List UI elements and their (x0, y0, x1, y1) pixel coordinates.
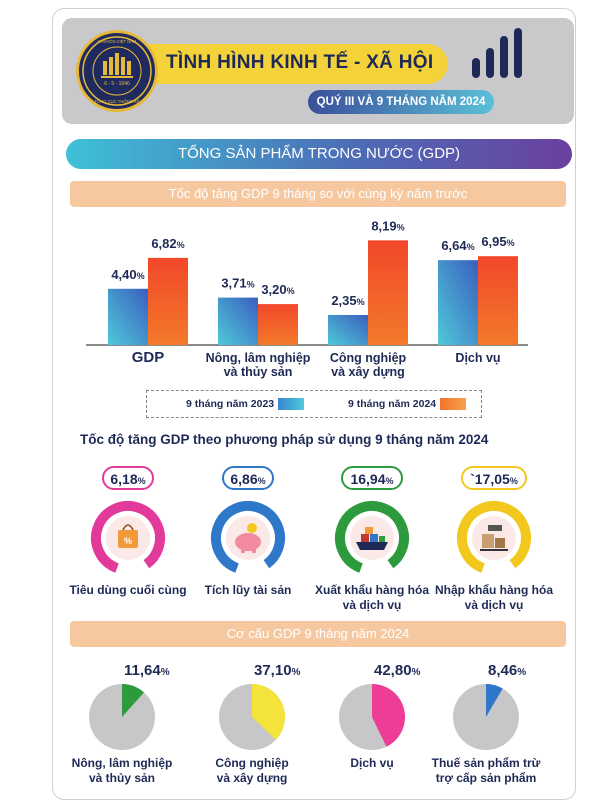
page-subtitle: QUÝ III VÀ 9 THÁNG NĂM 2024 (308, 90, 494, 114)
pie-value-text-1: 37,10 (254, 662, 292, 679)
usage-value-badge-2: 16,94% (341, 466, 403, 490)
pie-value-2: 42,80% (374, 662, 420, 679)
gso-logo-graphic: 6 - 5 - 1946 CHXHCN VIỆT NAM TỔNG CỤC TH… (82, 36, 152, 106)
legend-label-2024: 9 tháng năm 2024 (348, 398, 437, 410)
usage-label-3-0: Nhập khẩu hàng hóa (434, 583, 553, 597)
usage-ring-0: % (91, 501, 165, 575)
piggy-bank-icon (235, 523, 261, 553)
logo-bottom-text: TỔNG CỤC THỐNG KÊ (94, 99, 139, 104)
page-title: TÌNH HÌNH KINH TẾ - XÃ HỘI (166, 52, 434, 73)
import-scale-icon (480, 525, 508, 551)
pie-value-3: 8,46% (488, 662, 526, 679)
pie-label-3-1: trợ cấp sản phẩm (435, 771, 537, 785)
section-title: TỔNG SẢN PHẨM TRONG NƯỚC (GDP) (66, 139, 572, 169)
usage-ring-2 (335, 501, 409, 575)
bar-chart-icon (472, 28, 522, 78)
gso-logo: 6 - 5 - 1946 CHXHCN VIỆT NAM TỔNG CỤC TH… (76, 30, 158, 112)
title-banner (148, 44, 448, 84)
usage-label-2-0: Xuất khẩu hàng hóa (314, 583, 429, 597)
pie-value-text-2: 42,80 (374, 662, 412, 679)
pie-slice-2 (372, 684, 405, 747)
pie-slice-1 (252, 684, 285, 740)
pie-2 (339, 684, 405, 750)
usage-ring-1 (211, 501, 285, 575)
cargo-ship-icon (356, 527, 388, 550)
pie-1 (219, 684, 285, 750)
pie-chart-title: Cơ cấu GDP 9 tháng năm 2024 (70, 621, 566, 647)
pie-label-0-1: và thủy sản (88, 771, 156, 785)
bar-chart-title: Tốc độ tăng GDP 9 tháng so với cùng kỳ n… (70, 181, 566, 207)
usage-value-2: 16,94 (350, 471, 386, 487)
svg-text:%: % (124, 536, 132, 546)
pie-value-unit-3: % (517, 667, 527, 678)
logo-top-text: CHXHCN VIỆT NAM (98, 39, 137, 44)
pie-label-1-1: và xây dựng (216, 771, 288, 785)
usage-value-0: 6,18 (110, 471, 138, 487)
pie-label-3-0: Thuế sản phẩm trừ (431, 756, 541, 770)
pie-value-text-0: 11,64 (124, 662, 161, 679)
pie-value-unit-2: % (411, 667, 421, 678)
pie-3 (453, 684, 519, 750)
usage-section-title: Tốc độ tăng GDP theo phương pháp sử dụng… (80, 432, 489, 447)
usage-value-1: 6,86 (230, 471, 258, 487)
pie-0 (89, 684, 155, 750)
pie-label-1-0: Công nghiệp (215, 756, 289, 770)
usage-value-unit-0: % (137, 476, 146, 486)
usage-ring-3 (457, 501, 531, 575)
usage-value-3: `17,05 (470, 471, 510, 487)
pie-value-0: 11,64% (124, 662, 170, 679)
pie-label-0-0: Nông, lâm nghiệp (71, 756, 173, 770)
legend-swatch-2023 (278, 398, 304, 410)
pie-slice-3 (486, 684, 503, 717)
usage-value-badge-1: 6,86% (222, 466, 274, 490)
pie-value-1: 37,10% (254, 662, 300, 679)
usage-label-2-1: và dịch vụ (342, 598, 402, 612)
logo-date: 6 - 5 - 1946 (104, 81, 130, 87)
usage-value-unit-2: % (385, 476, 394, 486)
legend-label-2023: 9 tháng năm 2023 (186, 398, 275, 410)
legend-swatch-2024 (440, 398, 466, 410)
pie-value-unit-1: % (291, 667, 301, 678)
usage-label-1-0: Tích lũy tài sản (204, 583, 292, 597)
usage-label-3-1: và dịch vụ (464, 598, 524, 612)
bar-chart-legend (146, 390, 482, 418)
pie-slice-0 (122, 684, 145, 717)
usage-label-0-0: Tiêu dùng cuối cùng (69, 583, 187, 597)
pie-label-2-0: Dịch vụ (350, 756, 394, 770)
pie-value-text-3: 8,46 (488, 662, 518, 679)
pie-value-unit-0: % (160, 667, 170, 678)
usage-value-unit-3: % (509, 476, 518, 486)
shopping-bag-icon: % (118, 524, 138, 548)
usage-value-badge-0: 6,18% (102, 466, 154, 490)
usage-value-unit-1: % (257, 476, 266, 486)
usage-value-badge-3: `17,05% (461, 466, 527, 490)
